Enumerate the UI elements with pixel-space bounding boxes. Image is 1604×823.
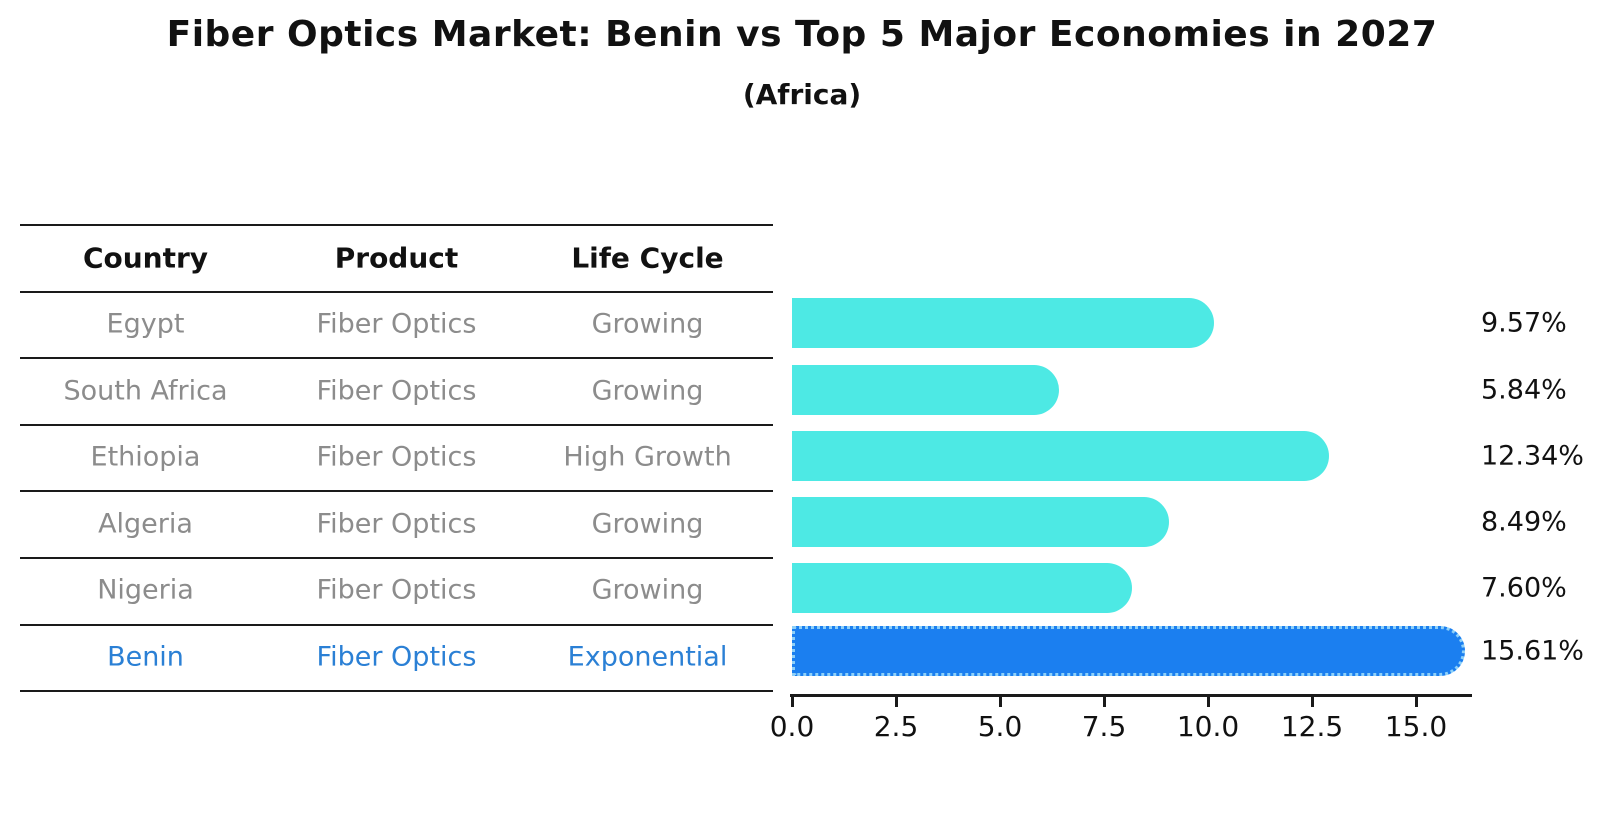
bar-ethiopia — [792, 431, 1330, 481]
bar-value-label: 7.60% — [1481, 572, 1567, 604]
table-cell-life_cycle: High Growth — [563, 441, 732, 473]
table-cell-country: Egypt — [106, 308, 185, 340]
table-cell-life_cycle: Growing — [591, 574, 704, 606]
bar-value-label: 15.61% — [1481, 635, 1584, 667]
x-axis-tick-label: 12.5 — [1280, 710, 1344, 743]
table-row-separator — [20, 291, 773, 293]
table-cell-life_cycle: Growing — [591, 308, 704, 340]
x-axis-tick — [999, 697, 1002, 707]
bar-egypt — [792, 298, 1215, 348]
x-axis-tick — [1415, 697, 1418, 707]
column-header-product: Product — [334, 241, 459, 274]
table-cell-country: Benin — [107, 641, 184, 672]
bar-benin — [792, 626, 1466, 676]
bar-south-africa — [792, 364, 1059, 415]
bar-value-label: 8.49% — [1481, 506, 1567, 537]
table-cell-product: Fiber Optics — [316, 308, 477, 340]
table-row-separator — [20, 357, 773, 359]
table-cell-country: Algeria — [98, 508, 193, 539]
chart-subtitle: (Africa) — [742, 78, 862, 111]
column-header-life_cycle: Life Cycle — [571, 241, 724, 274]
x-axis-tick — [791, 697, 794, 707]
table-cell-life_cycle: Exponential — [567, 641, 728, 672]
table-row-separator — [20, 224, 773, 226]
table-cell-country: Ethiopia — [90, 441, 201, 473]
table-row-separator — [20, 624, 773, 626]
table-cell-product: Fiber Optics — [316, 375, 477, 406]
bar-nigeria — [792, 563, 1133, 613]
x-axis-tick-label: 5.0 — [977, 710, 1023, 743]
x-axis-tick — [1207, 697, 1210, 707]
table-cell-life_cycle: Growing — [591, 375, 704, 406]
x-axis-tick-label: 0.0 — [769, 710, 815, 743]
x-axis-tick-label: 15.0 — [1384, 710, 1448, 743]
table-cell-country: South Africa — [63, 375, 228, 406]
x-axis-line — [790, 694, 1472, 697]
x-axis-tick-label: 7.5 — [1081, 710, 1127, 743]
table-cell-country: Nigeria — [97, 574, 194, 606]
table-row-separator — [20, 490, 773, 492]
column-header-country: Country — [82, 241, 209, 274]
table-cell-life_cycle: Growing — [591, 508, 704, 539]
table-cell-product: Fiber Optics — [316, 441, 477, 473]
table-cell-product: Fiber Optics — [316, 574, 477, 606]
x-axis-tick — [1103, 697, 1106, 707]
x-axis-tick — [1311, 697, 1314, 707]
bar-value-label: 5.84% — [1481, 374, 1567, 405]
bar-value-label: 12.34% — [1481, 440, 1584, 472]
x-axis-tick-label: 2.5 — [873, 710, 919, 743]
chart-title: Fiber Optics Market: Benin vs Top 5 Majo… — [166, 14, 1438, 55]
table-row-separator — [20, 690, 773, 692]
table-row-separator — [20, 424, 773, 426]
x-axis-tick — [895, 697, 898, 707]
bar-algeria — [792, 496, 1170, 547]
table-cell-product: Fiber Optics — [316, 641, 477, 672]
x-axis-tick-label: 10.0 — [1176, 710, 1240, 743]
bar-value-label: 9.57% — [1481, 307, 1567, 339]
table-cell-product: Fiber Optics — [316, 508, 477, 539]
table-row-separator — [20, 557, 773, 559]
